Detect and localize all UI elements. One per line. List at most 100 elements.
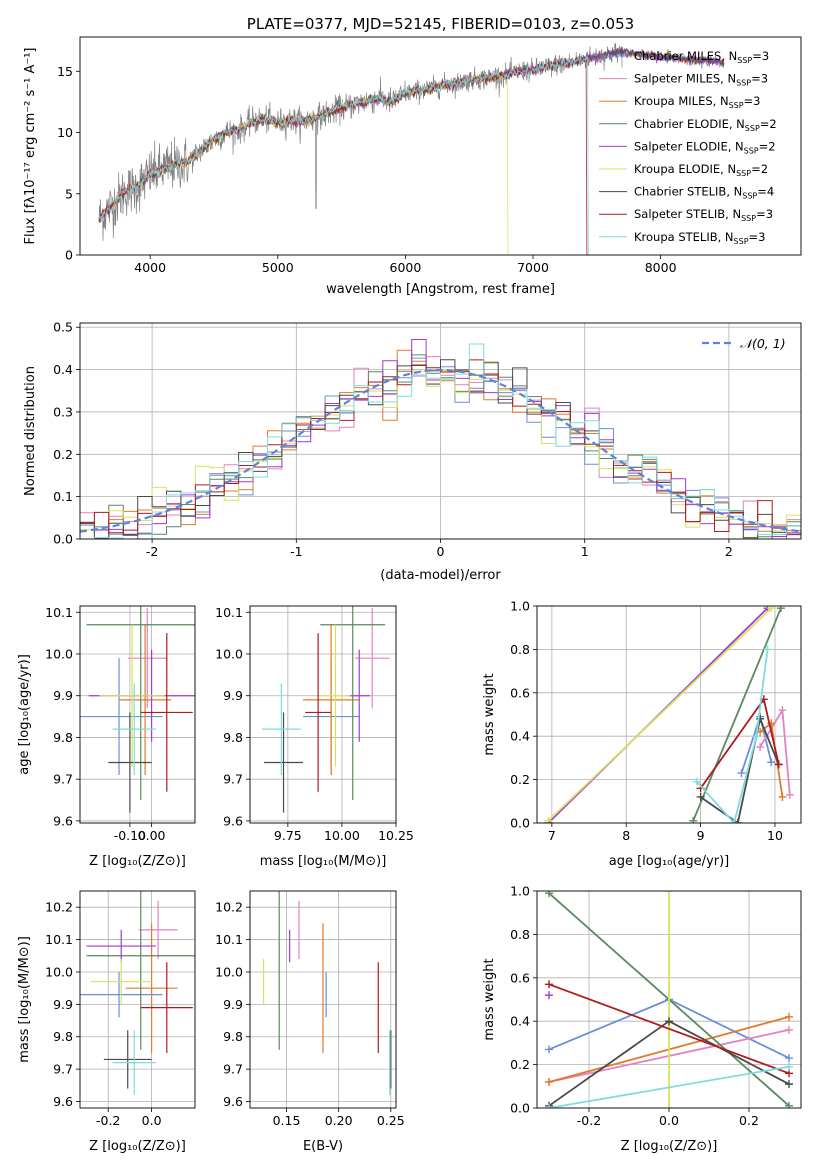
weight-marker [545,1045,553,1054]
x-tick-label: 0.00 [138,828,166,843]
axes-frame [79,36,802,256]
x-tick-label: 0.0 [659,1113,679,1128]
y-tick-label: 10.1 [215,605,243,620]
weight-marker [544,816,553,823]
y-tick-label: 9.6 [53,1094,73,1109]
legend-name: Salpeter STELIB [634,207,725,221]
legend-name: Kroupa STELIB [634,230,718,244]
x-tick-label: 1 [581,544,589,559]
weight-marker [730,819,739,823]
y-tick-label: 0.0 [510,816,530,831]
legend-nssp-sub: SSP [729,101,744,110]
legend-nssp-sub: SSP [741,214,756,223]
x-axis-label: mass [log₁₀(M/M⊙)] [260,854,387,869]
weight-marker [545,891,553,898]
y-tick-label: 10 [57,125,73,140]
model-fit-line [98,47,725,222]
plot-area-residuals [80,339,801,539]
weight-marker [763,645,772,654]
panel-mass_age: 9.75 10.00 10.25 9.6 9.7 9.8 9.9 10.0 10.1 mass [… [215,605,414,869]
weight-marker [689,816,698,823]
weight-marker [756,743,765,752]
legend-nssp-value: =4 [757,185,774,199]
y-axis-label: age [log₁₀(age/yr)] [17,654,32,775]
legend-nssp-value: =2 [760,117,777,131]
y-axis-label: Flux [fλ10⁻¹⁷ erg cm⁻² s⁻¹ A⁻¹] [23,48,38,245]
y-tick-label: 10.0 [45,646,73,661]
y-tick-label: 0.3 [53,404,73,419]
legend-nssp-sub: SSP [734,237,749,246]
y-tick-label: 9.7 [53,1062,73,1077]
legend-name: Salpeter MILES [634,72,720,86]
x-axis-label: Z [log₁₀(Z/Z⊙)] [89,854,186,869]
y-tick-label: 9.8 [53,1029,73,1044]
axes-frame [79,605,196,824]
legend-entry: Kroupa STELIB, NSSP=3 [634,230,765,246]
weight-marker [785,1062,793,1071]
model-fit-line [98,47,725,221]
legend-nssp-prefix: , N [713,94,729,108]
axes-frame [249,605,397,824]
legend-entry: Salpeter STELIB, NSSP=3 [634,207,773,223]
weight-marker [785,1101,793,1108]
legend-entry: Chabrier STELIB, NSSP=4 [634,185,774,201]
legend-entry: 𝒩(0, 1) [740,336,786,351]
panel-age_weight: 7 8 9 10 0.0 0.2 0.4 0.6 0.8 1.0 age [log₁₀(age/yr… [482,599,802,869]
model-fit-line [98,48,725,220]
legend-nssp-prefix: , N [721,49,737,63]
weight-line [700,715,780,823]
x-tick-label: 8 [622,828,630,843]
legend-name: Chabrier MILES [634,49,721,63]
weight-marker [733,819,742,823]
legend-nssp-prefix: , N [718,230,734,244]
legend-name: Kroupa MILES [634,94,713,108]
y-axis-label: mass weight [482,958,497,1040]
x-tick-label: 7000 [517,260,549,275]
weight-marker [785,1012,793,1021]
legend-nssp-sub: SSP [736,169,751,178]
axes-frame [536,890,802,1109]
y-tick-label: 10.0 [215,964,243,979]
weight-marker [692,777,701,786]
y-axis-label: Normed distribution [23,366,38,496]
y-tick-label: 0.4 [53,362,73,377]
x-tick-label: 0.2 [739,1113,759,1128]
weight-marker [737,769,746,778]
y-tick-label: 1.0 [510,599,530,614]
x-axis-label: age [log₁₀(age/yr)] [609,854,730,869]
y-tick-label: 10.0 [215,646,243,661]
y-tick-label: 10.1 [215,932,243,947]
legend-nssp-value: =3 [749,230,766,244]
x-tick-label: 10.00 [324,828,360,843]
weight-marker [756,714,765,723]
model-fit-line [98,46,725,224]
x-tick-label: 9 [697,828,705,843]
model-fit-line [98,55,589,255]
y-tick-label: 9.6 [223,1094,243,1109]
weight-marker [778,706,787,715]
x-tick-label: 5000 [262,260,294,275]
legend-name: Chabrier ELODIE [634,117,729,131]
x-tick-label: 7 [548,828,556,843]
weight-marker [665,1017,673,1026]
y-tick-label: 9.9 [53,997,73,1012]
y-tick-label: 9.7 [223,772,243,787]
y-tick-label: 9.7 [223,1062,243,1077]
axes-frame [79,890,196,1109]
x-tick-label: -0.10 [114,828,146,843]
panel-residuals: -2 -1 0 1 2 0.0 0.1 0.2 0.3 0.4 0.5 (data-model)/er… [23,320,802,583]
panel-z_weight: -0.2 0.0 0.2 0.0 0.2 0.4 0.6 0.8 1.0 Z [log₁₀(Z/Z… [482,884,802,1154]
weight-marker [545,1077,553,1086]
weight-marker [665,1104,673,1108]
weight-line [692,607,782,822]
weight-marker [767,606,776,613]
legend-nssp-value: =3 [752,49,769,63]
y-tick-label: 15 [57,64,73,79]
y-tick-label: 0.2 [510,1057,530,1072]
legend-entry: Salpeter MILES, NSSP=3 [634,72,768,88]
legend-name: Chabrier STELIB [634,185,726,199]
y-tick-label: 9.8 [223,1029,243,1044]
y-tick-label: 5 [65,186,73,201]
x-tick-label: 10 [767,828,783,843]
weight-marker [778,792,787,801]
